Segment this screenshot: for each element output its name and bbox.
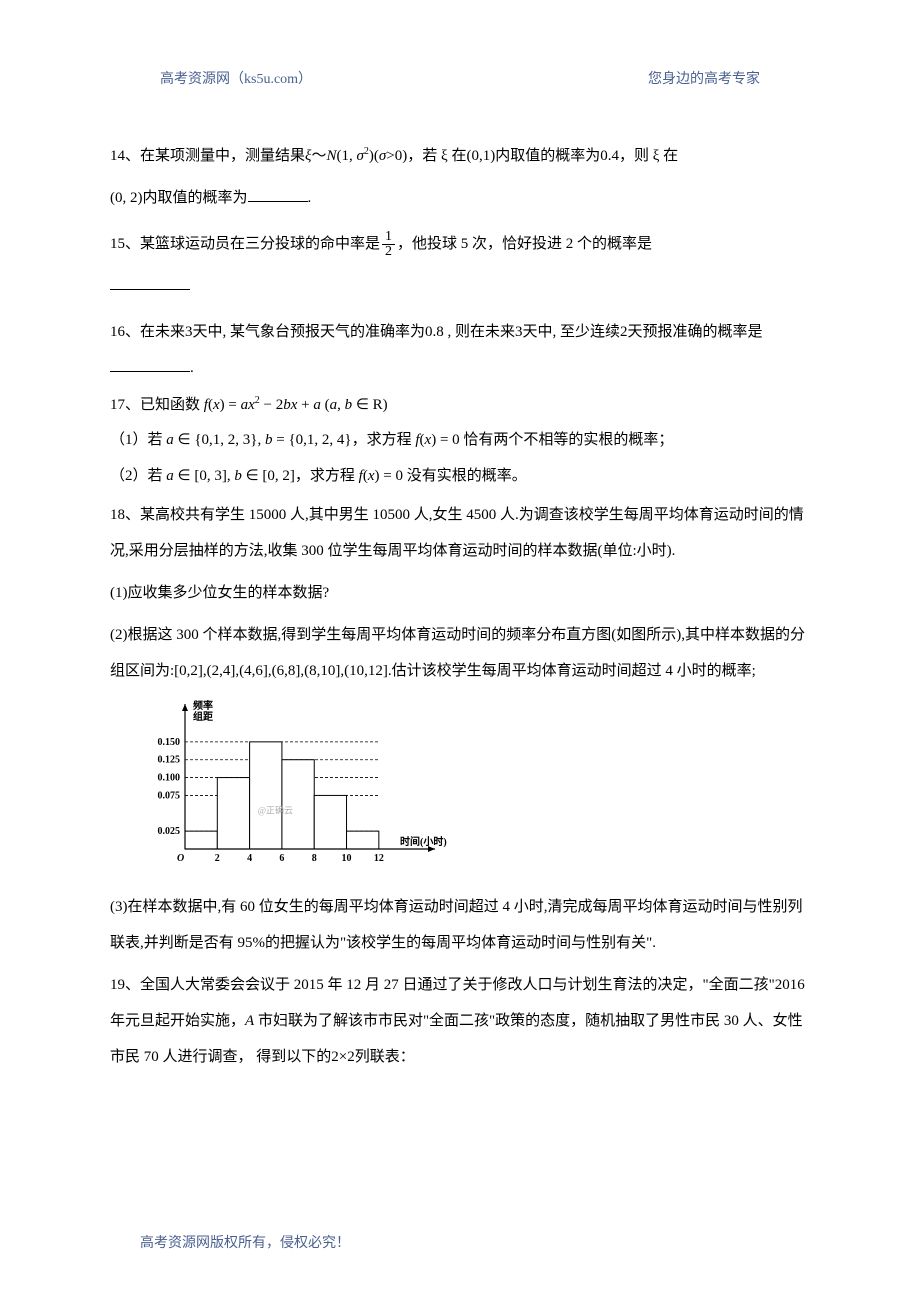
svg-text:4: 4 <box>247 853 252 864</box>
svg-text:0.100: 0.100 <box>158 773 181 784</box>
q19-city: A <box>245 1013 254 1029</box>
question-17-part2: （2）若 a ∈ [0, 3], b ∈ [0, 2]，求方程 f(x) = 0… <box>110 461 810 491</box>
question-15: 15、某篮球运动员在三分投球的命中率是12，他投球 5 次，恰好投进 2 个的概… <box>110 226 810 262</box>
question-18-p2: (2)根据这 300 个样本数据,得到学生每周平均体育运动时间的频率分布直方图(… <box>110 617 810 689</box>
page-footer: 高考资源网版权所有，侵权必究！ <box>140 1232 350 1252</box>
q14-mid2: 内取值的概率为 <box>495 148 600 164</box>
q14-blank <box>248 186 308 202</box>
q17-p2-fx: f(x) = 0 <box>359 468 403 484</box>
question-18-p1: (1)应收集多少位女生的样本数据? <box>110 575 810 611</box>
question-16: 16、在未来3天中, 某气象台预报天气的准确率为0.8 , 则在未来3天中, 至… <box>110 314 810 386</box>
q14-suffix: . <box>308 190 312 206</box>
document-content: 14、在某项测量中，测量结果ξ～N(1, σ2)(σ>0)，若 ξ 在(0,1)… <box>110 138 810 1075</box>
svg-text:0.150: 0.150 <box>158 737 181 748</box>
svg-text:O: O <box>177 853 184 864</box>
q17-p1-suffix: 恰有两个不相等的实根的概率； <box>460 432 674 448</box>
svg-text:0.075: 0.075 <box>158 790 181 801</box>
question-18-p3: (3)在样本数据中,有 60 位女生的每周平均体育运动时间超过 4 小时,清完成… <box>110 889 810 961</box>
question-19: 19、全国人大常委会会议于 2015 年 12 月 27 日通过了关于修改人口与… <box>110 967 810 1075</box>
svg-text:0.025: 0.025 <box>158 826 181 837</box>
question-17-part1: （1）若 a ∈ {0,1, 2, 3}, b = {0,1, 2, 4}，求方… <box>110 425 810 455</box>
q15-prefix: 15、某篮球运动员在三分投球的命中率是 <box>110 236 380 252</box>
header-right: 您身边的高考专家 <box>648 68 760 88</box>
q15-blank <box>110 274 190 290</box>
q16-blank <box>110 356 190 372</box>
q14-mid1: ，若 ξ 在 <box>407 148 466 164</box>
question-14: 14、在某项测量中，测量结果ξ～N(1, σ2)(σ>0)，若 ξ 在(0,1)… <box>110 138 810 174</box>
q14-prob: 0.4 <box>600 148 619 164</box>
header-left: 高考资源网（ks5u.com） <box>160 68 312 88</box>
q17-formula: f(x) = ax2 − 2bx + a (a, b ∈ R) <box>204 397 388 413</box>
svg-text:10: 10 <box>342 853 352 864</box>
q17-p2-mid: ，求方程 <box>295 468 359 484</box>
histogram-chart: 频率组距 0.025 0.075 0.100 0.125 0.150 2 4 6 8 10 12 O 时间… <box>130 699 470 879</box>
svg-text:8: 8 <box>312 853 317 864</box>
q16-suffix: . <box>190 360 194 376</box>
question-14-line2: (0, 2)内取值的概率为. <box>110 180 810 216</box>
svg-text:时间(小时): 时间(小时) <box>400 835 447 848</box>
svg-text:频率: 频率 <box>193 699 213 712</box>
q14-mid3: ，则 ξ 在 <box>619 148 678 164</box>
question-15-blank <box>110 268 810 304</box>
q17-prefix: 17、已知函数 <box>110 397 204 413</box>
q17-p2-suffix: 没有实根的概率。 <box>403 468 527 484</box>
q17-p2-prefix: （2）若 <box>110 468 166 484</box>
q14-line2-text: 内取值的概率为 <box>143 190 248 206</box>
q17-p1-mid: ，求方程 <box>352 432 416 448</box>
q15-mid: ，他投球 5 次，恰好投进 2 个的概率是 <box>397 236 652 252</box>
svg-text:0.125: 0.125 <box>158 755 181 766</box>
q17-p1-prefix: （1）若 <box>110 432 166 448</box>
svg-text:2: 2 <box>215 853 220 864</box>
svg-text:@正确云: @正确云 <box>258 804 293 815</box>
histogram-svg: 频率组距 0.025 0.075 0.100 0.125 0.150 2 4 6 8 10 12 O 时间… <box>130 699 470 879</box>
q16-text: 16、在未来3天中, 某气象台预报天气的准确率为0.8 , 则在未来3天中, 至… <box>110 324 763 340</box>
svg-text:12: 12 <box>374 853 384 864</box>
q14-interval1: (0,1) <box>466 148 495 164</box>
question-17: 17、已知函数 f(x) = ax2 − 2bx + a (a, b ∈ R) <box>110 392 810 419</box>
svg-text:6: 6 <box>279 853 284 864</box>
q17-p1-setb: , b = {0,1, 2, 4} <box>257 432 351 448</box>
q17-p2-seta: a ∈ [0, 3], b ∈ [0, 2] <box>166 468 295 484</box>
q17-p1-fx: f(x) = 0 <box>415 432 459 448</box>
svg-text:组距: 组距 <box>193 710 213 723</box>
q14-formula: ξ～N(1, σ2)(σ>0) <box>305 148 407 164</box>
q14-interval2: (0, 2) <box>110 190 143 206</box>
q17-p1-seta: a ∈ {0,1, 2, 3} <box>166 432 257 448</box>
q15-fraction: 12 <box>382 230 395 259</box>
q14-text: 14、在某项测量中，测量结果 <box>110 148 305 164</box>
question-18-intro: 18、某高校共有学生 15000 人,其中男生 10500 人,女生 4500 … <box>110 497 810 569</box>
page-header: 高考资源网（ks5u.com） 您身边的高考专家 <box>110 68 810 88</box>
